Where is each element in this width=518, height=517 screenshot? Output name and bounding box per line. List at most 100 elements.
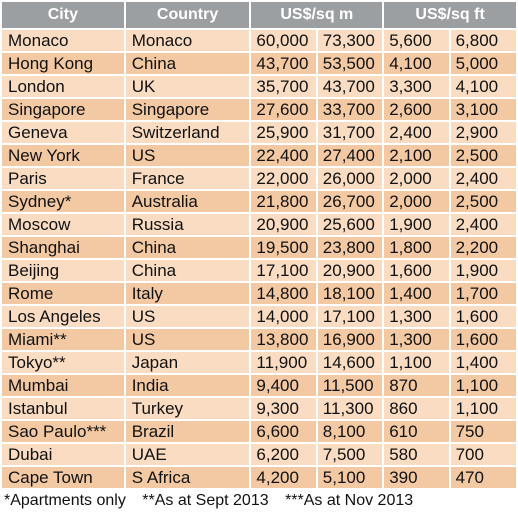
usd-sqm-low-cell: 14,000 <box>250 305 317 329</box>
header-city: City <box>2 2 126 30</box>
usd-sqft-high-cell: 1,600 <box>449 305 516 329</box>
city-cell: Tokyo** <box>2 351 126 375</box>
country-cell: US <box>124 144 252 168</box>
country-cell: Japan <box>124 351 252 375</box>
usd-sqft-low-cell: 1,300 <box>383 328 450 352</box>
usd-sqft-low-cell: 1,800 <box>383 236 450 260</box>
usd-sqm-low-cell: 11,900 <box>250 351 317 375</box>
usd-sqm-low-cell: 27,600 <box>250 98 317 122</box>
usd-sqft-high-cell: 1,600 <box>449 328 516 352</box>
country-cell: Brazil <box>124 420 252 444</box>
usd-sqft-high-cell: 1,900 <box>449 259 516 283</box>
usd-sqft-low-cell: 390 <box>383 466 450 490</box>
usd-sqm-low-cell: 21,800 <box>250 190 317 214</box>
usd-sqft-high-cell: 2,900 <box>449 121 516 145</box>
city-cell: London <box>2 75 126 99</box>
usd-sqft-high-cell: 2,400 <box>449 213 516 237</box>
table-row: Geneva Switzerland 25,900 31,700 2,400 2,900 <box>2 121 516 145</box>
table-row: Beijing China 17,100 20,900 1,600 1,900 <box>2 259 516 283</box>
table-row: London UK 35,700 43,700 3,300 4,100 <box>2 75 516 99</box>
usd-sqft-low-cell: 610 <box>383 420 450 444</box>
usd-sqft-low-cell: 1,300 <box>383 305 450 329</box>
table-row: Cape Town S Africa 4,200 5,100 390 470 <box>2 466 516 490</box>
header-country: Country <box>124 2 252 30</box>
usd-sqm-high-cell: 14,600 <box>316 351 385 375</box>
country-cell: France <box>124 167 252 191</box>
usd-sqm-high-cell: 31,700 <box>316 121 385 145</box>
table-row: Monaco Monaco 60,000 73,300 5,600 6,800 <box>2 29 516 53</box>
usd-sqft-low-cell: 580 <box>383 443 450 467</box>
country-cell: India <box>124 374 252 398</box>
country-cell: Turkey <box>124 397 252 421</box>
usd-sqm-high-cell: 73,300 <box>316 29 385 53</box>
table-row: Tokyo** Japan 11,900 14,600 1,100 1,400 <box>2 351 516 375</box>
table-row: New York US 22,400 27,400 2,100 2,500 <box>2 144 516 168</box>
usd-sqft-high-cell: 1,400 <box>449 351 516 375</box>
country-cell: Australia <box>124 190 252 214</box>
table-row: Paris France 22,000 26,000 2,000 2,400 <box>2 167 516 191</box>
table-row: Sao Paulo*** Brazil 6,600 8,100 610 750 <box>2 420 516 444</box>
city-cell: Cape Town <box>2 466 126 490</box>
usd-sqm-high-cell: 20,900 <box>316 259 385 283</box>
usd-sqft-low-cell: 870 <box>383 374 450 398</box>
footnotes: *Apartments only **As at Sept 2013 ***As… <box>4 492 425 510</box>
table-row: Mumbai India 9,400 11,500 870 1,100 <box>2 374 516 398</box>
usd-sqm-high-cell: 25,600 <box>316 213 385 237</box>
table-row: Hong Kong China 43,700 53,500 4,100 5,000 <box>2 52 516 76</box>
usd-sqm-low-cell: 22,000 <box>250 167 317 191</box>
usd-sqft-high-cell: 6,800 <box>449 29 516 53</box>
usd-sqft-low-cell: 1,100 <box>383 351 450 375</box>
country-cell: China <box>124 259 252 283</box>
usd-sqft-high-cell: 2,200 <box>449 236 516 260</box>
usd-sqft-high-cell: 700 <box>449 443 516 467</box>
city-cell: Singapore <box>2 98 126 122</box>
usd-sqft-high-cell: 4,100 <box>449 75 516 99</box>
usd-sqft-low-cell: 1,400 <box>383 282 450 306</box>
usd-sqm-low-cell: 14,800 <box>250 282 317 306</box>
usd-sqft-high-cell: 1,100 <box>449 397 516 421</box>
city-cell: Paris <box>2 167 126 191</box>
usd-sqm-low-cell: 20,900 <box>250 213 317 237</box>
table-row: Dubai UAE 6,200 7,500 580 700 <box>2 443 516 467</box>
city-cell: Los Angeles <box>2 305 126 329</box>
country-cell: S Africa <box>124 466 252 490</box>
usd-sqm-low-cell: 6,600 <box>250 420 317 444</box>
usd-sqft-high-cell: 750 <box>449 420 516 444</box>
country-cell: Italy <box>124 282 252 306</box>
usd-sqm-low-cell: 9,300 <box>250 397 317 421</box>
usd-sqm-high-cell: 8,100 <box>316 420 385 444</box>
city-cell: Istanbul <box>2 397 126 421</box>
usd-sqm-high-cell: 7,500 <box>316 443 385 467</box>
usd-sqft-high-cell: 1,100 <box>449 374 516 398</box>
usd-sqm-low-cell: 17,100 <box>250 259 317 283</box>
country-cell: Russia <box>124 213 252 237</box>
footnote-nov-2013: ***As at Nov 2013 <box>285 492 414 509</box>
usd-sqft-high-cell: 2,500 <box>449 144 516 168</box>
usd-sqm-high-cell: 27,400 <box>316 144 385 168</box>
usd-sqft-low-cell: 5,600 <box>383 29 450 53</box>
country-cell: Singapore <box>124 98 252 122</box>
usd-sqm-low-cell: 43,700 <box>250 52 317 76</box>
country-cell: US <box>124 328 252 352</box>
usd-sqft-low-cell: 1,900 <box>383 213 450 237</box>
header-usd-sqft: US$/sq ft <box>383 2 516 30</box>
usd-sqm-low-cell: 35,700 <box>250 75 317 99</box>
usd-sqm-low-cell: 4,200 <box>250 466 317 490</box>
country-cell: China <box>124 236 252 260</box>
usd-sqm-high-cell: 5,100 <box>316 466 385 490</box>
usd-sqm-high-cell: 26,700 <box>316 190 385 214</box>
usd-sqm-high-cell: 53,500 <box>316 52 385 76</box>
usd-sqft-low-cell: 2,100 <box>383 144 450 168</box>
table-row: Los Angeles US 14,000 17,100 1,300 1,600 <box>2 305 516 329</box>
table-row: Miami** US 13,800 16,900 1,300 1,600 <box>2 328 516 352</box>
usd-sqft-low-cell: 2,000 <box>383 167 450 191</box>
usd-sqft-high-cell: 2,500 <box>449 190 516 214</box>
usd-sqft-low-cell: 2,400 <box>383 121 450 145</box>
city-cell: Dubai <box>2 443 126 467</box>
country-cell: Switzerland <box>124 121 252 145</box>
usd-sqm-high-cell: 33,700 <box>316 98 385 122</box>
property-price-table: City Country US$/sq m US$/sq ft Monaco Mo… <box>2 2 516 490</box>
city-cell: Miami** <box>2 328 126 352</box>
usd-sqm-high-cell: 18,100 <box>316 282 385 306</box>
usd-sqm-high-cell: 16,900 <box>316 328 385 352</box>
